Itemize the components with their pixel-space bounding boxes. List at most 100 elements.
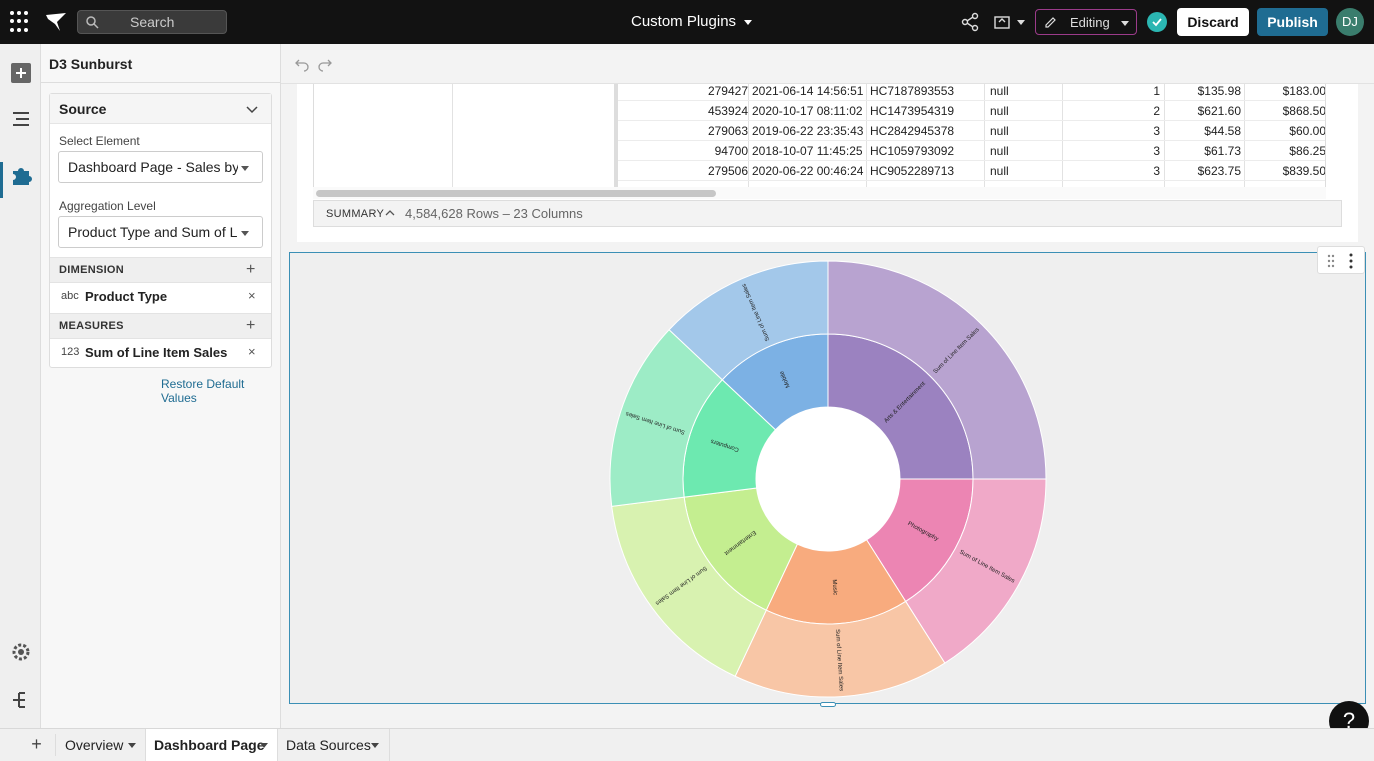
- sunburst-label: Music: [831, 579, 838, 595]
- gear-icon[interactable]: [10, 641, 32, 663]
- aggregation-value: Product Type and Sum of Line Item Sales: [68, 224, 238, 240]
- saved-status-icon: [1147, 12, 1167, 32]
- undo-icon[interactable]: [294, 56, 310, 72]
- code-cell: HC7187893553: [870, 84, 955, 98]
- column-divider: [1164, 84, 1165, 187]
- chevron-down-icon[interactable]: [246, 103, 258, 115]
- plugin-icon[interactable]: [10, 165, 32, 187]
- chevron-down-icon[interactable]: [128, 743, 136, 748]
- measures-section-header: MEASURES +: [50, 313, 271, 339]
- redo-icon[interactable]: [317, 56, 333, 72]
- chevron-down-icon[interactable]: [371, 743, 379, 748]
- pencil-icon: [1045, 17, 1056, 28]
- remove-measure-icon[interactable]: ×: [248, 344, 256, 359]
- aggregation-dropdown[interactable]: Product Type and Sum of Line Item Sales: [58, 216, 263, 248]
- chevron-down-icon[interactable]: [1017, 20, 1025, 25]
- apps-grid-icon[interactable]: [10, 11, 32, 33]
- tab-label: Overview: [65, 737, 124, 753]
- layers-icon[interactable]: [10, 108, 32, 130]
- sunburst-chart-element[interactable]: Arts & Entertainment Sum of Line Item Sal…: [289, 252, 1366, 704]
- cost-cell: $61.73: [1204, 144, 1241, 158]
- chevron-down-icon[interactable]: [744, 20, 752, 25]
- left-rail: [0, 44, 41, 728]
- editing-label: Editing: [1070, 15, 1110, 30]
- measures-label: MEASURES: [59, 320, 124, 332]
- search-box[interactable]: Search: [77, 10, 227, 34]
- select-element-dropdown[interactable]: Dashboard Page - Sales by Product Type: [58, 151, 263, 183]
- tab-dashboard-page[interactable]: Dashboard Page: [146, 729, 278, 761]
- flag-cell: null: [990, 164, 1009, 178]
- add-page-button[interactable]: +: [18, 734, 56, 756]
- date-cell: 2019-06-22 23:35:43: [752, 124, 864, 138]
- table-row[interactable]: 94700 2018-10-07 11:45:25 HC1059793092 n…: [618, 141, 1325, 161]
- date-cell: 2021-06-14 14:56:51: [752, 84, 864, 98]
- summary-bar[interactable]: SUMMARY 4,584,628 Rows – 23 Columns: [313, 200, 1342, 227]
- column-divider: [748, 84, 749, 187]
- tab-overview[interactable]: Overview: [57, 729, 146, 761]
- canvas-toolbar: [281, 44, 1374, 84]
- properties-panel: D3 Sunburst Source Select Element Dashbo…: [41, 44, 281, 728]
- share-icon[interactable]: [960, 12, 980, 32]
- drag-handle-icon[interactable]: [1326, 254, 1336, 268]
- flag-cell: null: [990, 124, 1009, 138]
- add-icon[interactable]: [10, 62, 32, 84]
- data-table[interactable]: 279427 2021-06-14 14:56:51 HC7187893553 …: [313, 84, 1326, 187]
- chevron-down-icon[interactable]: [260, 743, 268, 748]
- editing-mode-dropdown[interactable]: Editing: [1035, 9, 1137, 35]
- flag-cell: null: [990, 144, 1009, 158]
- logo-icon[interactable]: [44, 10, 68, 34]
- sync-icon[interactable]: [992, 12, 1012, 32]
- publish-button[interactable]: Publish: [1257, 8, 1328, 36]
- add-dimension-icon[interactable]: +: [246, 261, 256, 278]
- add-measure-icon[interactable]: +: [246, 317, 256, 334]
- scrollbar-thumb[interactable]: [316, 190, 716, 197]
- avatar[interactable]: DJ: [1336, 8, 1364, 36]
- qty-cell: 2: [1153, 104, 1160, 118]
- text-type-icon: abc: [61, 290, 79, 302]
- row-column-count: 4,584,628 Rows – 23 Columns: [405, 206, 583, 221]
- qty-cell: 1: [1153, 84, 1160, 98]
- flag-cell: null: [990, 84, 1009, 98]
- table-row[interactable]: 279506 2020-06-22 00:46:24 HC9052289713 …: [618, 161, 1325, 181]
- id-cell: 94700: [714, 144, 748, 158]
- horizontal-scrollbar[interactable]: [313, 187, 1326, 199]
- more-options-icon[interactable]: [1348, 253, 1354, 269]
- qty-cell: 3: [1153, 164, 1160, 178]
- chevron-up-icon[interactable]: [385, 208, 395, 218]
- hierarchy-icon[interactable]: [10, 689, 32, 711]
- restore-defaults-link[interactable]: Restore Default Values: [161, 377, 245, 405]
- cost-cell: $135.98: [1197, 84, 1241, 98]
- remove-dimension-icon[interactable]: ×: [248, 288, 256, 303]
- chevron-down-icon: [241, 231, 249, 236]
- document-title[interactable]: Custom Plugins: [631, 13, 737, 30]
- cost-cell: $44.58: [1204, 124, 1241, 138]
- table-row[interactable]: 279427 2021-06-14 14:56:51 HC7187893553 …: [618, 84, 1326, 101]
- dimension-section-header: DIMENSION +: [50, 257, 271, 283]
- source-header[interactable]: Source: [50, 94, 271, 124]
- measure-item[interactable]: 123 Sum of Line Item Sales ×: [50, 339, 271, 367]
- table-row[interactable]: 279063 2019-06-22 23:35:43 HC2842945378 …: [618, 121, 1325, 141]
- qty-cell: 3: [1153, 144, 1160, 158]
- tab-label: Data Sources: [286, 737, 371, 753]
- column-divider: [984, 84, 985, 187]
- frozen-column-divider[interactable]: [614, 84, 618, 187]
- select-element-label: Select Element: [59, 134, 140, 148]
- sunburst-outer-slice-arts-entertainment[interactable]: [827, 260, 1047, 480]
- tab-data-sources[interactable]: Data Sources: [278, 729, 390, 761]
- price-cell: $868.50: [1282, 104, 1326, 118]
- price-cell: $183.00: [1282, 84, 1326, 98]
- sunburst-outer-label: Sum of Line Item Sales: [834, 629, 844, 691]
- id-cell: 453924: [707, 104, 748, 118]
- column-divider: [452, 84, 453, 187]
- date-cell: 2018-10-07 11:45:25: [752, 144, 863, 158]
- dimension-label: DIMENSION: [59, 264, 125, 276]
- dimension-item[interactable]: abc Product Type ×: [50, 283, 271, 311]
- table-row[interactable]: 453924 2020-10-17 08:11:02 HC1473954319 …: [618, 101, 1326, 121]
- measure-name: Sum of Line Item Sales: [85, 345, 228, 360]
- resize-handle[interactable]: [820, 702, 836, 707]
- discard-button[interactable]: Discard: [1177, 8, 1249, 36]
- column-divider: [1244, 84, 1245, 187]
- number-type-icon: 123: [61, 346, 80, 358]
- sunburst-outer-slice-mobile[interactable]: [668, 260, 829, 381]
